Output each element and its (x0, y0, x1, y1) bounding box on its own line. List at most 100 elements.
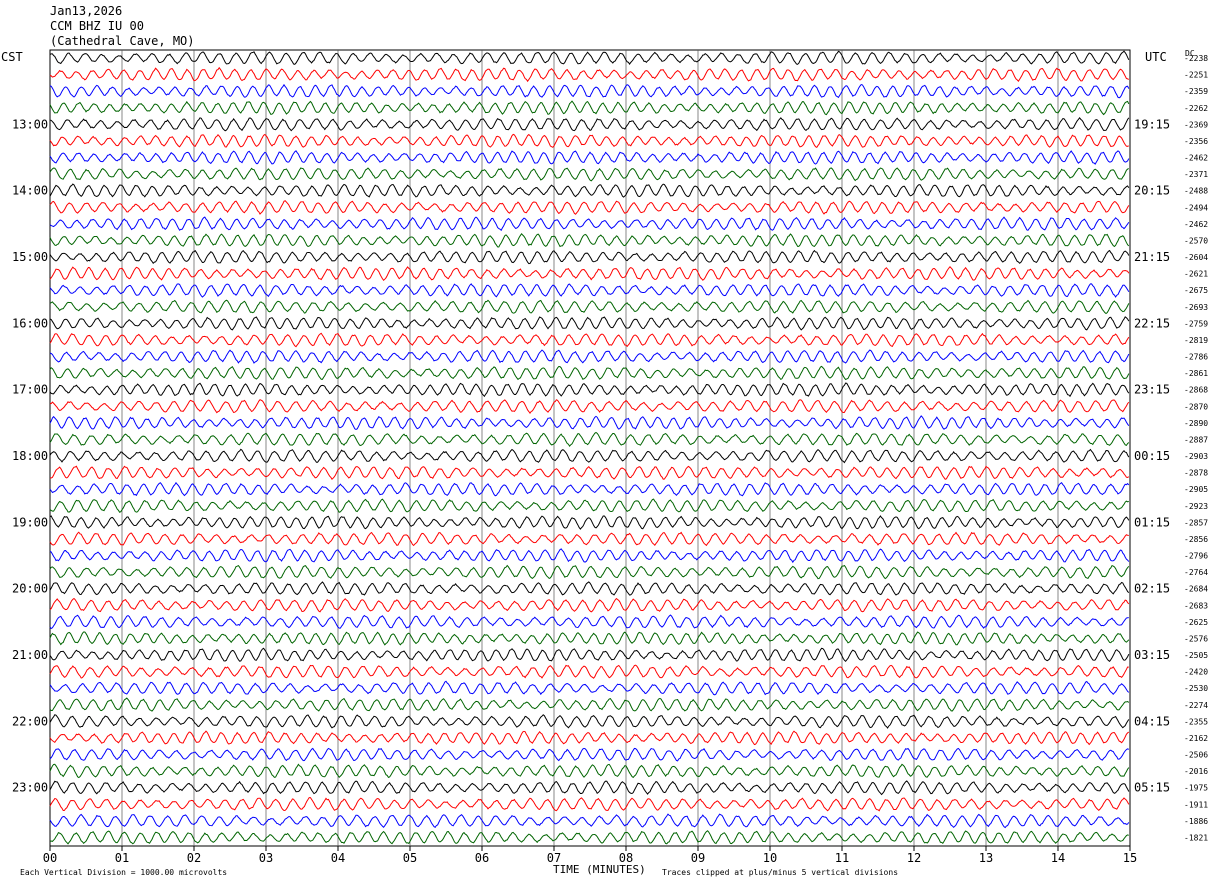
x-tick-label: 12 (907, 851, 921, 865)
dc-offset-label: -2878 (1184, 469, 1208, 478)
trace-row (49, 465, 1130, 480)
trace-row (49, 431, 1130, 447)
trace-row (49, 299, 1130, 315)
left-hour-label: 20:00 (12, 582, 48, 596)
left-hour-label: 18:00 (12, 449, 48, 463)
dc-offset-label: -2604 (1184, 253, 1208, 262)
dc-offset-label: -2796 (1184, 552, 1208, 561)
left-timezone-label: CST (1, 50, 23, 64)
dc-offset-label: -2530 (1184, 684, 1208, 693)
dc-offset-label: -2887 (1184, 435, 1208, 444)
trace-row (49, 83, 1130, 99)
dc-offset-label: -2251 (1184, 71, 1208, 80)
trace-row (49, 614, 1129, 630)
x-tick-label: 10 (763, 851, 777, 865)
dc-offset-label: -2903 (1184, 452, 1208, 461)
right-hour-label: 03:15 (1134, 648, 1170, 662)
dc-offset-label: -2506 (1184, 751, 1208, 760)
dc-offset-label: -1975 (1184, 784, 1208, 793)
trace-row (49, 415, 1130, 431)
dc-offset-label: -1886 (1184, 817, 1208, 826)
plot-date: Jan13,2026 (50, 4, 123, 18)
dc-offset-label: -2675 (1184, 286, 1208, 295)
dc-offset-label: -2369 (1184, 120, 1208, 129)
trace-row (49, 283, 1130, 298)
trace-row (49, 581, 1130, 596)
dc-offset-label: -2923 (1184, 502, 1208, 511)
station-code: CCM BHZ IU 00 (50, 19, 144, 33)
trace-row (49, 498, 1129, 513)
grid-layer (49, 49, 1131, 851)
trace-row (49, 448, 1130, 464)
right-hour-label: 02:15 (1134, 582, 1170, 596)
dc-offset-label: -2462 (1184, 154, 1208, 163)
plot-frame (49, 49, 1131, 847)
trace-row (49, 382, 1130, 398)
trace-row (49, 597, 1130, 613)
left-hour-label: 14:00 (12, 184, 48, 198)
dc-offset-label: -2576 (1184, 634, 1208, 643)
left-hour-label: 21:00 (12, 648, 48, 662)
dc-offset-label: -2274 (1184, 701, 1208, 710)
trace-row (49, 647, 1130, 663)
clip-note: Traces clipped at plus/minus 5 vertical … (662, 868, 899, 877)
dc-column-label: DC (1185, 49, 1195, 58)
trace-row (49, 100, 1130, 116)
x-tick-label: 02 (187, 851, 201, 865)
x-tick-label: 00 (43, 851, 57, 865)
trace-row (49, 216, 1130, 232)
dc-offset-label: -2693 (1184, 303, 1208, 312)
trace-row (49, 730, 1130, 746)
dc-offset-label: -2262 (1184, 104, 1208, 113)
trace-row (49, 680, 1130, 696)
trace-row (49, 697, 1130, 712)
trace-row (49, 266, 1130, 281)
trace-row (49, 515, 1130, 530)
x-tick-label: 11 (835, 851, 849, 865)
right-hour-label: 20:15 (1134, 184, 1170, 198)
label-layer: 00 01 02 03 04 05 06 07 08 09 10 11 12 13 14 15 -2238 -22… (12, 54, 1208, 865)
dc-offset-label: -2759 (1184, 319, 1208, 328)
trace-row (49, 200, 1130, 215)
x-tick-label: 06 (475, 851, 489, 865)
dc-offset-label: -2570 (1184, 236, 1208, 245)
x-tick-label: 08 (619, 851, 633, 865)
x-tick-label: 07 (547, 851, 561, 865)
left-hour-label: 23:00 (12, 781, 48, 795)
dc-offset-label: -2856 (1184, 535, 1208, 544)
trace-row (49, 50, 1130, 65)
dc-offset-label: -2819 (1184, 336, 1208, 345)
trace-row (49, 548, 1130, 564)
dc-offset-label: -2861 (1184, 369, 1208, 378)
trace-row (49, 631, 1130, 646)
trace-row (49, 249, 1130, 265)
trace-row (49, 349, 1130, 364)
dc-offset-label: -2857 (1184, 518, 1208, 527)
dc-offset-label: -2684 (1184, 585, 1208, 594)
scale-note: Each Vertical Division = 1000.00 microvo… (20, 868, 228, 877)
dc-offset-label: -2359 (1184, 87, 1208, 96)
dc-offset-label: -2764 (1184, 568, 1208, 577)
right-hour-label: 22:15 (1134, 316, 1170, 330)
trace-row (49, 167, 1129, 182)
left-hour-label: 13:00 (12, 117, 48, 131)
dc-offset-label: -2355 (1184, 717, 1208, 726)
dc-offset-label: -2870 (1184, 402, 1208, 411)
trace-row (49, 780, 1130, 796)
dc-offset-label: -2905 (1184, 485, 1208, 494)
left-hour-label: 17:00 (12, 383, 48, 397)
trace-row (49, 531, 1129, 547)
x-tick-label: 03 (259, 851, 273, 865)
right-hour-label: 01:15 (1134, 515, 1170, 529)
dc-offset-label: -2162 (1184, 734, 1208, 743)
right-hour-label: 00:15 (1134, 449, 1170, 463)
left-hour-label: 19:00 (12, 515, 48, 529)
dc-offset-label: -2371 (1184, 170, 1208, 179)
x-tick-label: 01 (115, 851, 129, 865)
trace-layer (49, 50, 1130, 845)
left-hour-label: 22:00 (12, 714, 48, 728)
dc-offset-label: -2494 (1184, 203, 1208, 212)
x-tick-label: 05 (403, 851, 417, 865)
x-tick-label: 04 (331, 851, 345, 865)
x-axis-title: TIME (MINUTES) (553, 863, 646, 876)
